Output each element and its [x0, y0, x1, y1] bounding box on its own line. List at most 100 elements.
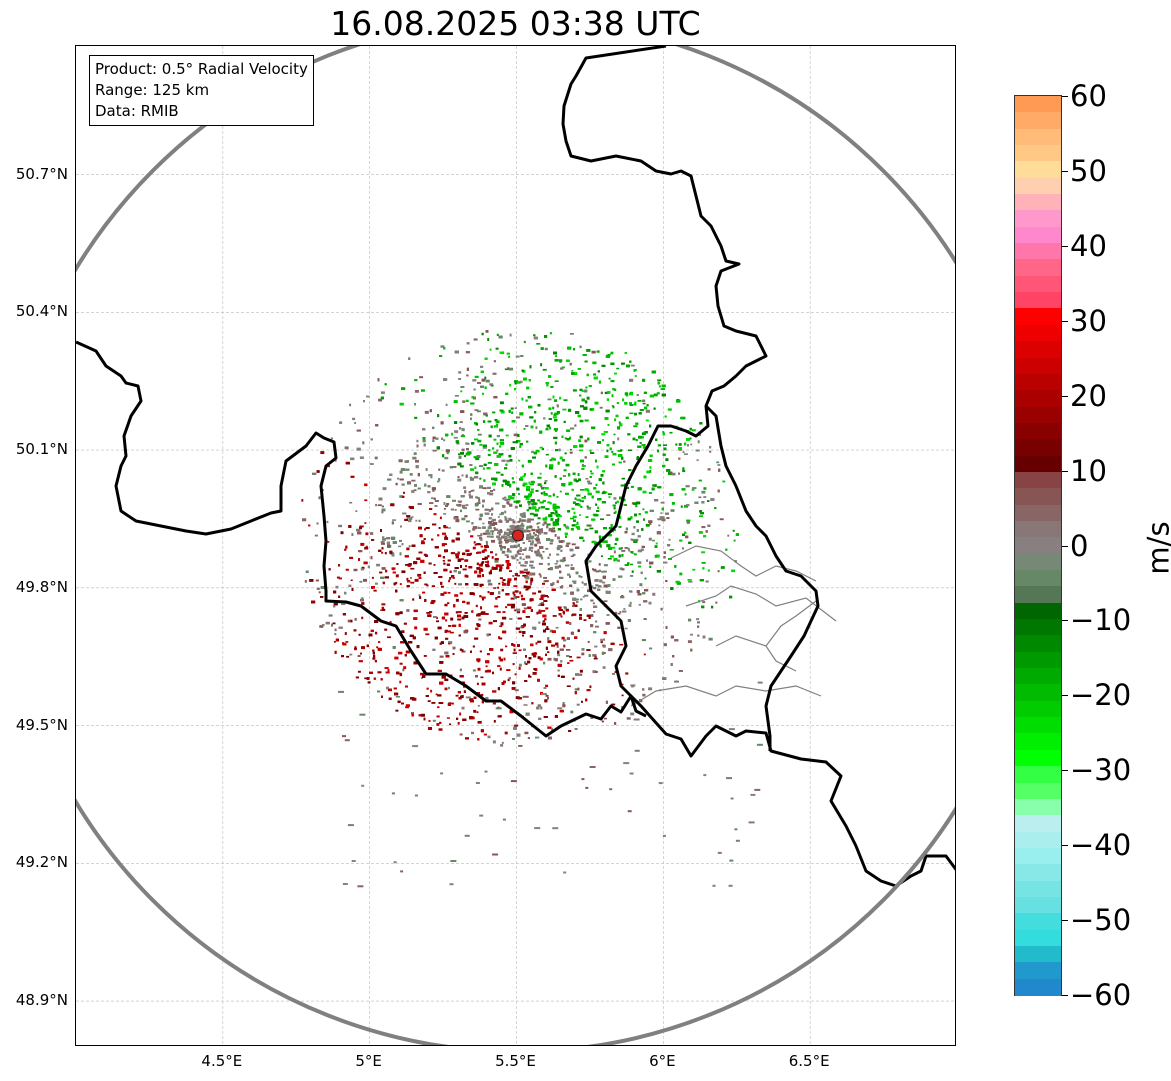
echo-cell	[578, 478, 581, 482]
echo-cell	[669, 493, 674, 497]
echo-cell	[717, 570, 720, 573]
echo-cell	[460, 695, 463, 698]
echo-cell	[547, 568, 550, 571]
echo-cell	[522, 512, 526, 516]
echo-cell	[415, 519, 418, 522]
echo-cell	[657, 518, 662, 521]
echo-cell	[463, 690, 466, 693]
echo-cell	[686, 438, 690, 441]
echo-cell	[589, 685, 592, 689]
echo-cell	[681, 488, 686, 491]
echo-cell	[471, 522, 474, 525]
echo-cell	[592, 670, 597, 674]
echo-cell	[569, 448, 572, 451]
echo-cell	[628, 482, 631, 484]
echo-cell	[690, 648, 693, 652]
echo-cell	[498, 656, 501, 660]
echo-cell	[518, 440, 521, 443]
echo-cell	[621, 554, 624, 557]
echo-cell	[535, 552, 539, 556]
echo-cell	[599, 579, 603, 583]
echo-cell	[404, 518, 409, 522]
echo-cell	[445, 403, 448, 406]
echo-cell	[517, 617, 522, 620]
radar-map[interactable]	[75, 45, 956, 1046]
echo-cell	[395, 574, 399, 578]
echo-cell	[606, 444, 610, 447]
map-title: 16.08.2025 03:38 UTC	[330, 4, 701, 43]
echo-cell	[490, 530, 495, 533]
echo-cell	[580, 576, 583, 578]
echo-cell	[523, 340, 526, 344]
echo-cell	[619, 611, 622, 614]
echo-cell	[444, 629, 448, 632]
echo-cell	[460, 509, 462, 513]
echo-cell	[462, 400, 466, 403]
echo-cell	[377, 504, 382, 507]
echo-cell	[511, 603, 516, 607]
echo-cell	[554, 399, 558, 402]
echo-cell	[395, 709, 399, 712]
echo-cell	[497, 596, 501, 598]
echo-cell	[358, 660, 363, 663]
echo-cell	[698, 531, 703, 534]
echo-cell	[519, 478, 524, 481]
echo-cell	[444, 603, 447, 607]
echo-cell	[585, 516, 589, 519]
echo-cell	[451, 432, 454, 436]
echo-cell	[352, 417, 356, 421]
echo-cell	[425, 695, 429, 697]
echo-cell	[596, 350, 600, 353]
echo-cell	[428, 474, 433, 477]
echo-cell	[445, 619, 448, 622]
echo-cell	[502, 479, 507, 483]
echo-cell	[538, 506, 541, 510]
echo-cell	[604, 455, 609, 458]
echo-cell	[576, 498, 581, 501]
echo-cell	[529, 560, 534, 563]
echo-cell	[493, 720, 496, 723]
echo-cell	[602, 652, 606, 655]
echo-cell	[506, 669, 511, 671]
echo-cell	[550, 386, 554, 389]
echo-cell	[444, 651, 449, 655]
echo-cell	[528, 674, 531, 678]
echo-cell	[637, 445, 642, 448]
echo-cell	[470, 552, 472, 556]
echo-cell	[599, 543, 602, 547]
echo-cell	[636, 590, 640, 593]
echo-cell	[419, 376, 424, 379]
echo-cell	[354, 647, 357, 651]
echo-cell	[629, 378, 634, 382]
echo-cell	[464, 574, 468, 578]
echo-cell	[703, 496, 707, 498]
echo-cell	[597, 441, 601, 444]
echo-cell	[621, 595, 624, 597]
echo-cell	[487, 591, 490, 594]
echo-cell	[345, 641, 349, 643]
echo-cell	[473, 696, 477, 699]
echo-cell	[651, 370, 656, 374]
echo-cell	[473, 592, 475, 596]
echo-cell	[603, 564, 608, 567]
echo-cell	[472, 526, 477, 530]
echo-cell	[366, 644, 369, 648]
echo-cell	[452, 646, 456, 650]
echo-cell	[459, 712, 462, 716]
echo-cell	[559, 559, 563, 562]
echo-cell	[539, 472, 542, 475]
echo-cell	[578, 439, 582, 443]
echo-cell	[474, 375, 479, 378]
echo-cell	[410, 577, 412, 579]
echo-cell	[449, 723, 452, 726]
echo-cell	[356, 429, 361, 432]
echo-cell	[608, 547, 612, 550]
echo-cell	[476, 658, 481, 662]
echo-cell	[607, 534, 612, 537]
echo-cell	[521, 397, 524, 401]
echo-cell	[474, 570, 478, 574]
echo-cell	[646, 470, 650, 474]
echo-cell	[524, 680, 528, 682]
echo-cell	[605, 491, 608, 494]
echo-cell	[671, 502, 675, 505]
